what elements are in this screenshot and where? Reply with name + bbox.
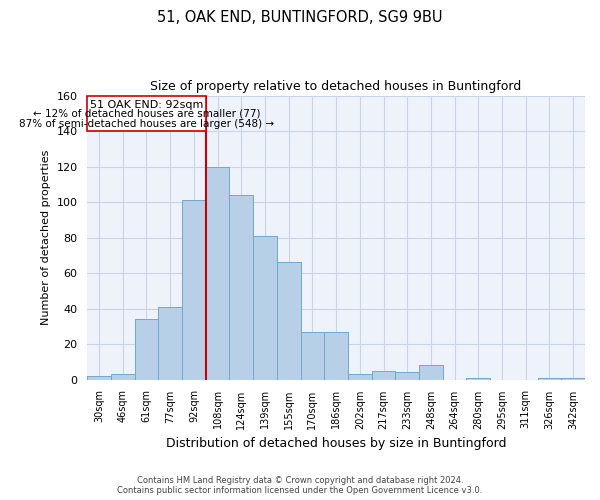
Bar — [538, 378, 561, 380]
Bar — [229, 195, 253, 380]
Bar — [111, 374, 134, 380]
Text: ← 12% of detached houses are smaller (77): ← 12% of detached houses are smaller (77… — [33, 109, 260, 119]
Title: Size of property relative to detached houses in Buntingford: Size of property relative to detached ho… — [151, 80, 522, 93]
Bar — [301, 332, 324, 380]
Bar — [277, 262, 301, 380]
Bar — [134, 319, 158, 380]
Bar — [87, 96, 206, 131]
Text: 87% of semi-detached houses are larger (548) →: 87% of semi-detached houses are larger (… — [19, 118, 274, 128]
Bar — [253, 236, 277, 380]
Bar — [466, 378, 490, 380]
Bar — [371, 370, 395, 380]
Bar — [324, 332, 348, 380]
Bar — [182, 200, 206, 380]
Bar — [87, 376, 111, 380]
X-axis label: Distribution of detached houses by size in Buntingford: Distribution of detached houses by size … — [166, 437, 506, 450]
Bar — [561, 378, 585, 380]
Bar — [158, 307, 182, 380]
Bar — [206, 166, 229, 380]
Bar — [395, 372, 419, 380]
Y-axis label: Number of detached properties: Number of detached properties — [41, 150, 51, 325]
Text: 51, OAK END, BUNTINGFORD, SG9 9BU: 51, OAK END, BUNTINGFORD, SG9 9BU — [157, 10, 443, 25]
Text: 51 OAK END: 92sqm: 51 OAK END: 92sqm — [90, 100, 203, 110]
Text: Contains HM Land Registry data © Crown copyright and database right 2024.
Contai: Contains HM Land Registry data © Crown c… — [118, 476, 482, 495]
Bar — [419, 366, 443, 380]
Bar — [348, 374, 371, 380]
